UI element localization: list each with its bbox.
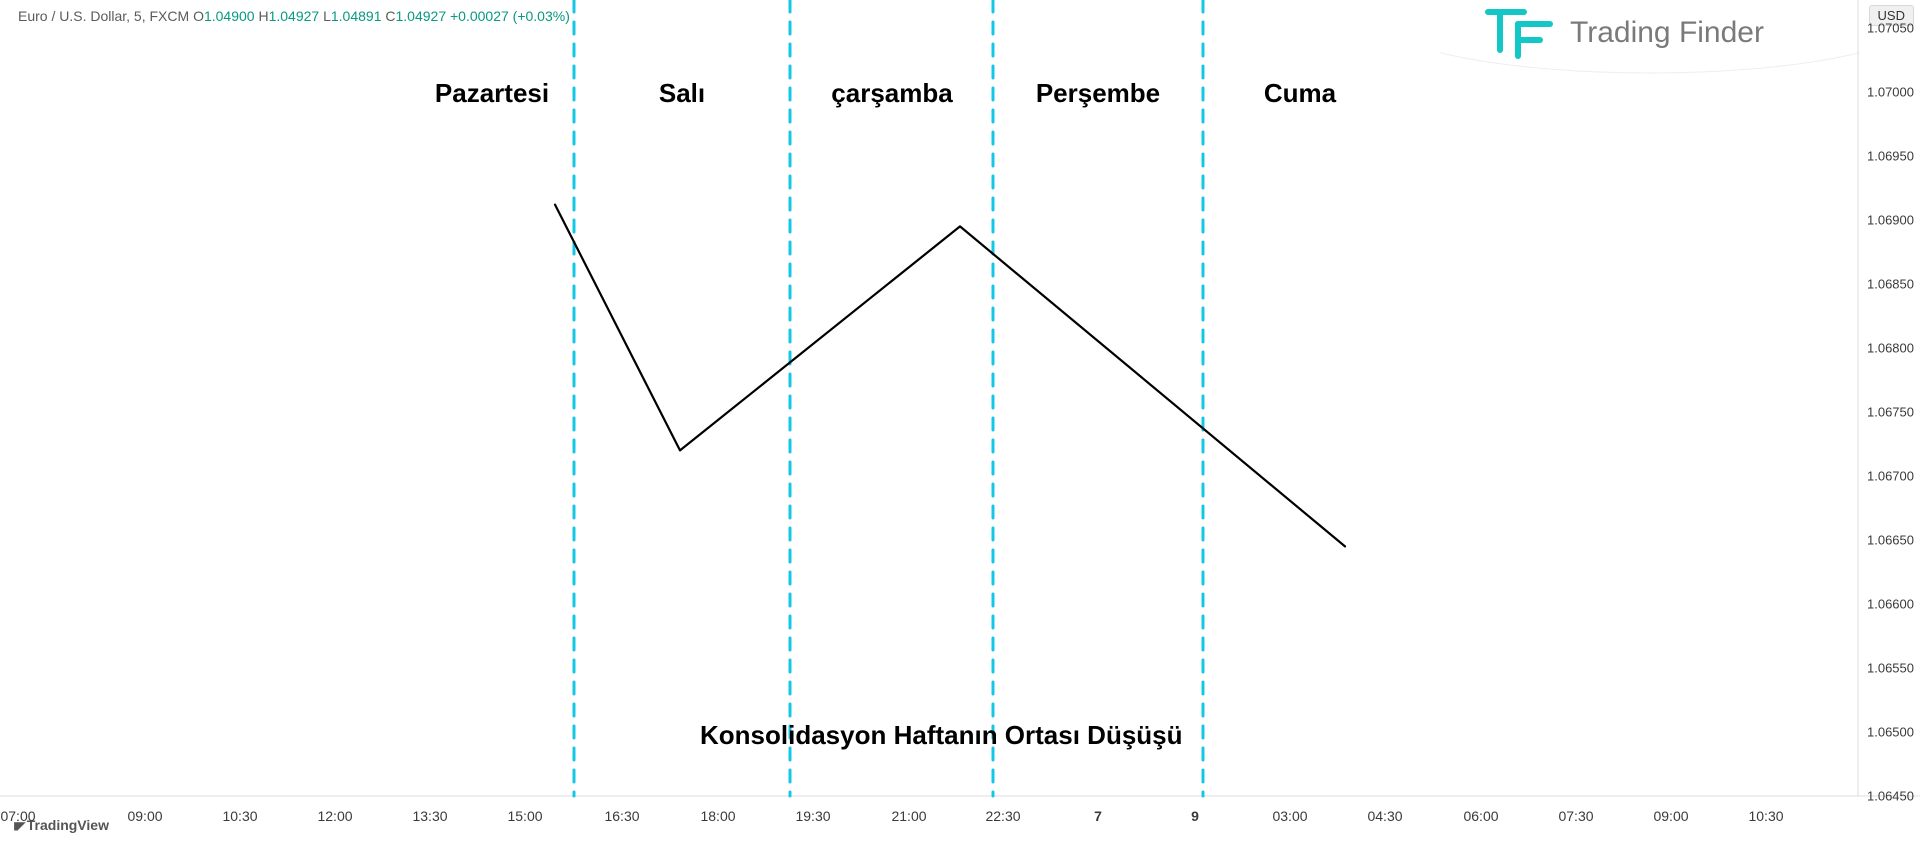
y-tick-label: 1.06550 (1867, 661, 1914, 676)
day-label: Perşembe (1036, 78, 1160, 109)
x-tick-label: 04:30 (1367, 808, 1402, 824)
x-tick-label: 18:00 (700, 808, 735, 824)
x-tick-label: 22:30 (985, 808, 1020, 824)
x-tick-label: 07:30 (1558, 808, 1593, 824)
x-tick-label: 21:00 (891, 808, 926, 824)
x-tick-label: 10:30 (1748, 808, 1783, 824)
y-tick-label: 1.06950 (1867, 149, 1914, 164)
bottom-title: Konsolidasyon Haftanın Ortası Düşüşü (700, 720, 1183, 751)
x-tick-label: 13:30 (412, 808, 447, 824)
y-tick-label: 1.06900 (1867, 213, 1914, 228)
y-tick-label: 1.06600 (1867, 597, 1914, 612)
x-tick-label: 10:30 (222, 808, 257, 824)
y-tick-label: 1.07000 (1867, 85, 1914, 100)
x-tick-label: 06:00 (1463, 808, 1498, 824)
x-tick-label: 9 (1191, 808, 1199, 824)
y-tick-label: 1.06800 (1867, 341, 1914, 356)
x-tick-label: 09:00 (1653, 808, 1688, 824)
y-tick-label: 1.06750 (1867, 405, 1914, 420)
y-tick-label: 1.07050 (1867, 21, 1914, 36)
x-tick-label: 16:30 (604, 808, 639, 824)
day-label: Salı (659, 78, 705, 109)
x-tick-label: 12:00 (317, 808, 352, 824)
y-tick-label: 1.06850 (1867, 277, 1914, 292)
chart-svg (0, 0, 1920, 842)
x-tick-label: 19:30 (795, 808, 830, 824)
y-tick-label: 1.06650 (1867, 533, 1914, 548)
tradingview-watermark: ▮◤ TradingView (12, 817, 109, 834)
x-tick-label: 15:00 (507, 808, 542, 824)
x-tick-label: 09:00 (127, 808, 162, 824)
y-tick-label: 1.06500 (1867, 725, 1914, 740)
x-tick-label: 7 (1094, 808, 1102, 824)
chart-root: Euro / U.S. Dollar, 5, FXCM O1.04900 H1.… (0, 0, 1920, 842)
day-label: Pazartesi (435, 78, 549, 109)
x-tick-label: 03:00 (1272, 808, 1307, 824)
y-tick-label: 1.06450 (1867, 789, 1914, 804)
tv-logo-icon: ▮◤ (12, 818, 23, 834)
day-label: çarşamba (831, 78, 952, 109)
y-tick-label: 1.06700 (1867, 469, 1914, 484)
day-label: Cuma (1264, 78, 1336, 109)
tv-logo-text: TradingView (27, 817, 109, 833)
